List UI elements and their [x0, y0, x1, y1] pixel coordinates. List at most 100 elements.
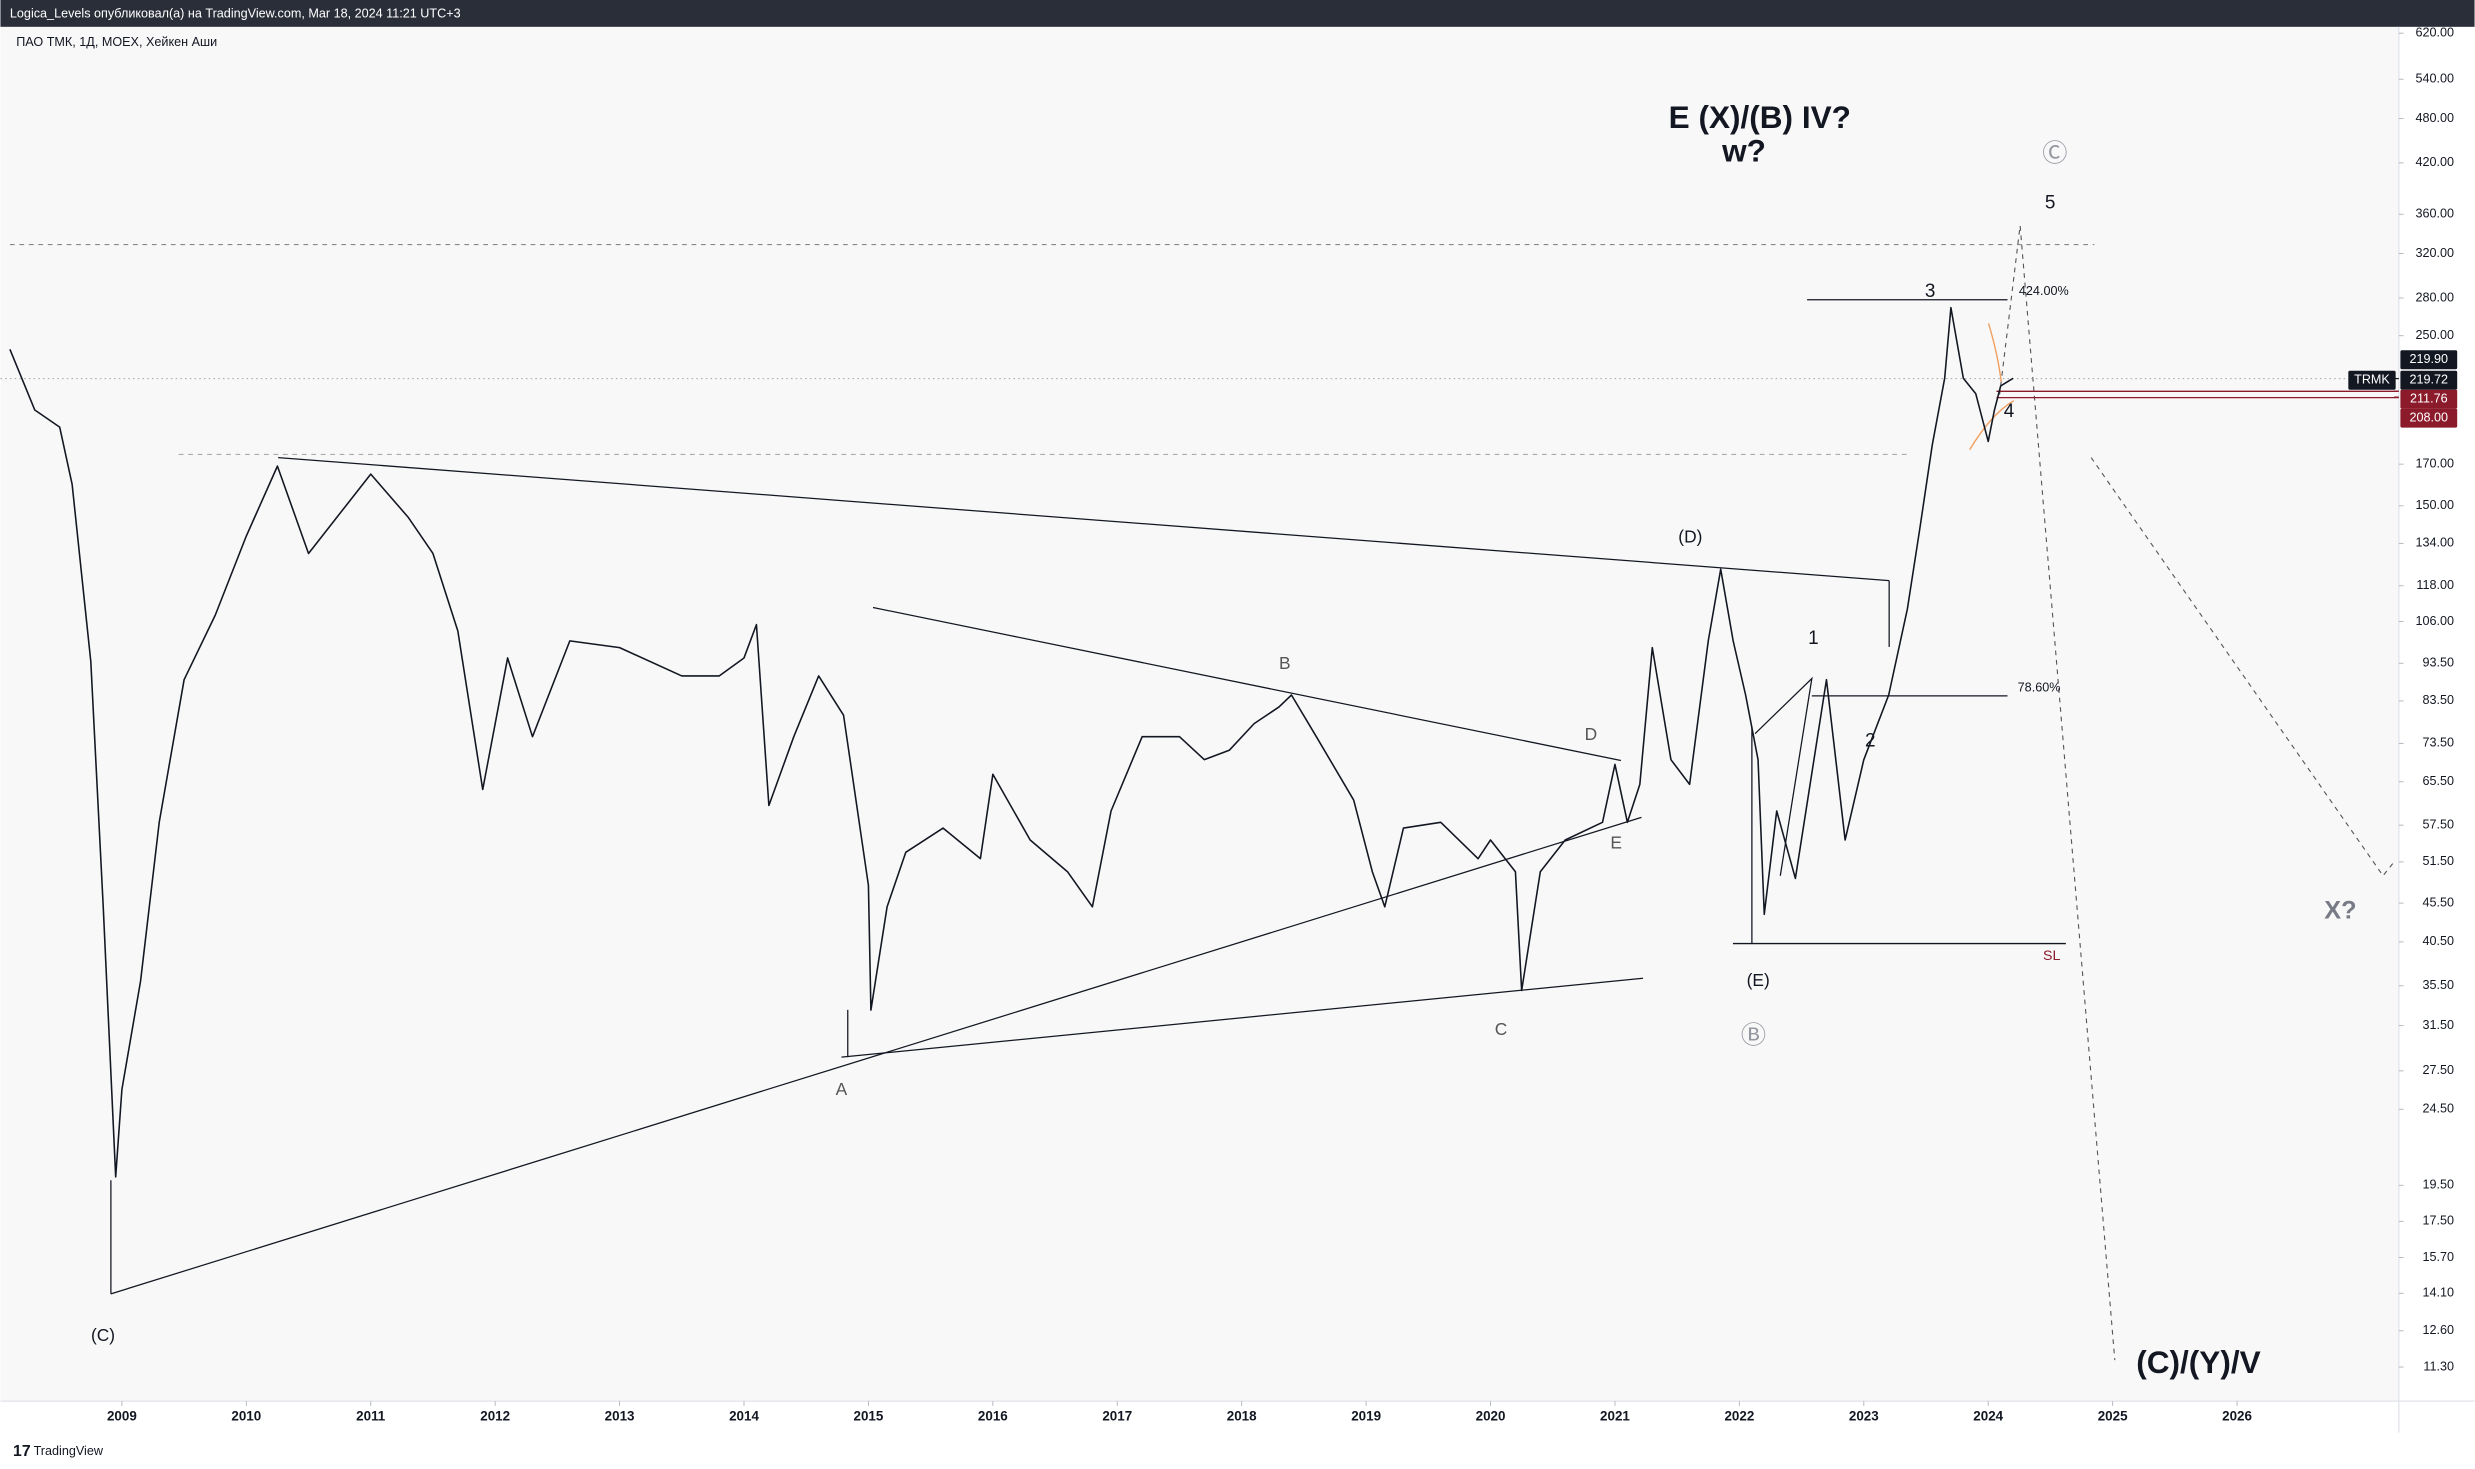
projection	[2090, 457, 2397, 877]
plot-area	[0, 26, 2399, 1402]
trendline	[278, 456, 1890, 582]
annotation: SL	[2043, 948, 2060, 964]
x-tick-label: 2026	[2222, 1408, 2252, 1423]
annotation: C	[1495, 1019, 1508, 1039]
y-tick-label: 280.00	[2415, 290, 2454, 304]
y-tick-label: 360.00	[2415, 207, 2454, 221]
annotation: (E)	[1747, 970, 1770, 990]
x-tick-label: 2024	[1973, 1408, 2003, 1423]
y-tick-label: 540.00	[2415, 72, 2454, 86]
price-label-box	[2400, 350, 2458, 370]
y-tick-label: 106.00	[2415, 614, 2454, 628]
annotation: B	[1279, 653, 1291, 673]
x-tick-label: 2021	[1600, 1408, 1630, 1423]
annotation: 4	[2004, 401, 2015, 422]
y-tick-label: 170.00	[2415, 456, 2454, 470]
price-label: 208.00	[2410, 410, 2449, 424]
y-tick-label: 118.00	[2416, 578, 2454, 592]
projections	[9, 225, 2397, 1361]
annotation: (C)	[91, 1325, 115, 1345]
y-tick-label: 40.50	[2422, 934, 2454, 948]
logo: 17	[13, 1443, 31, 1460]
wave-curve	[1969, 323, 2015, 451]
projection	[1999, 225, 2116, 1361]
y-tick-label: 51.50	[2422, 854, 2454, 868]
y-tick-label: 17.50	[2422, 1214, 2454, 1228]
trendline	[110, 816, 1642, 1295]
price-label: 219.72	[2410, 373, 2449, 387]
y-tick-label: 12.60	[2422, 1323, 2454, 1337]
annotation: (C)/(Y)/V	[2136, 1344, 2260, 1380]
annotation: 5	[2045, 193, 2056, 214]
x-tick-label: 2009	[107, 1408, 137, 1423]
y-tick-label: 11.30	[2423, 1359, 2454, 1373]
x-tick-label: 2016	[978, 1408, 1008, 1423]
x-tick-label: 2022	[1724, 1408, 1754, 1423]
x-tick-label: 2023	[1849, 1408, 1879, 1423]
annotation: Ⓒ	[2042, 139, 2067, 167]
y-tick-label: 420.00	[2415, 155, 2454, 169]
y-tick-label: 83.50	[2422, 693, 2454, 707]
y-tick-label: 31.50	[2422, 1018, 2454, 1032]
y-tick-label: 65.50	[2422, 774, 2454, 788]
annotation: w?	[1721, 132, 1766, 168]
y-tick-label: 57.50	[2422, 818, 2454, 832]
annotation: 2	[1865, 731, 1876, 752]
annotation: A	[836, 1079, 848, 1099]
x-tick-label: 2015	[854, 1408, 884, 1423]
x-tick-label: 2013	[605, 1408, 635, 1423]
price-label-box	[2400, 370, 2458, 390]
price-label: 219.90	[2410, 352, 2449, 366]
y-tick-label: 35.50	[2422, 978, 2454, 992]
y-tick-label: 45.50	[2422, 895, 2454, 909]
y-tick-label: 14.10	[2422, 1286, 2454, 1300]
y-tick-label: 15.70	[2422, 1250, 2454, 1264]
x-tick-label: 2010	[231, 1408, 261, 1423]
footer-brand: TradingView	[34, 1444, 104, 1458]
x-tick-label: 2017	[1102, 1408, 1132, 1423]
y-tick-label: 73.50	[2422, 736, 2454, 750]
instrument-info: ПАО ТМК, 1Д, MOEX, Хейкен Аши	[16, 35, 217, 49]
annotation: 78.60%	[2018, 680, 2061, 694]
price-line	[9, 306, 2014, 1178]
annotation: Ⓑ	[1741, 1021, 1766, 1049]
annotation: (D)	[1678, 527, 1702, 547]
x-tick-label: 2019	[1351, 1408, 1381, 1423]
published-info: Logica_Levels опубликовал(а) на TradingV…	[10, 7, 461, 21]
y-tick-label: 134.00	[2415, 536, 2454, 550]
y-tick-label: 620.00	[2415, 26, 2454, 40]
annotation: D	[1585, 724, 1598, 744]
y-tick-label: 27.50	[2422, 1063, 2454, 1077]
y-tick-label: 19.50	[2422, 1178, 2454, 1192]
x-tick-label: 2020	[1476, 1408, 1506, 1423]
x-tick-label: 2025	[2098, 1408, 2128, 1423]
price-label: 211.76	[2410, 392, 2448, 406]
annotation: E	[1610, 833, 1622, 853]
y-tick-label: 250.00	[2415, 328, 2454, 342]
annotation: 3	[1925, 281, 1936, 302]
footer	[0, 1432, 2475, 1469]
y-tick-label: 24.50	[2422, 1102, 2454, 1116]
symbol-box	[2348, 370, 2396, 390]
drawings	[110, 299, 2066, 1295]
symbol-label: TRMK	[2354, 373, 2390, 387]
annotation: 1	[1808, 628, 1819, 649]
y-tick-label: 320.00	[2415, 246, 2454, 260]
y-tick-label: 480.00	[2415, 111, 2454, 125]
trendline	[872, 606, 1622, 762]
wave-line	[1754, 676, 1813, 876]
annotation: E (X)/(B) IV?	[1669, 99, 1851, 135]
y-tick-label: 93.50	[2422, 656, 2454, 670]
annotation: X?	[2324, 897, 2356, 925]
x-tick-label: 2012	[480, 1408, 510, 1423]
x-tick-label: 2018	[1227, 1408, 1257, 1423]
price-label-box	[2400, 389, 2458, 409]
price-label-box	[2400, 408, 2458, 428]
annotation: 424.00%	[2019, 284, 2069, 298]
y-tick-label: 150.00	[2415, 498, 2454, 512]
top-bar	[0, 0, 2475, 27]
trendline	[841, 977, 1644, 1058]
x-tick-label: 2014	[729, 1408, 759, 1423]
x-tick-label: 2011	[356, 1408, 386, 1423]
